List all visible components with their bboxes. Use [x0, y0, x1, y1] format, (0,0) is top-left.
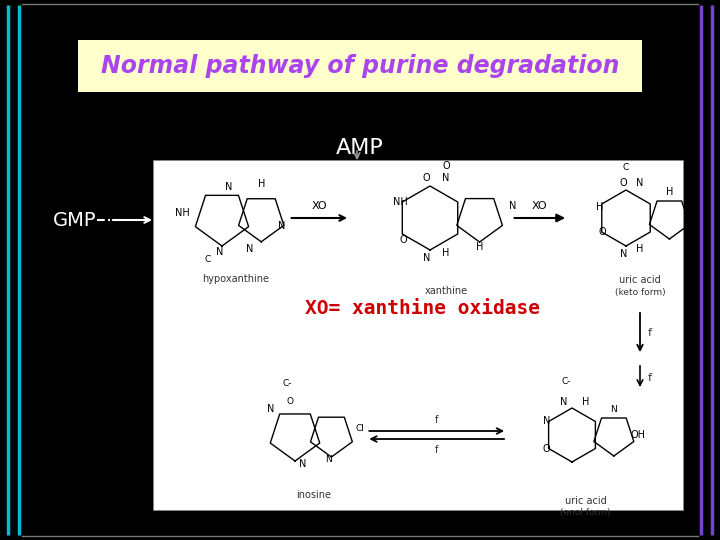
Text: N: N — [693, 219, 701, 228]
Text: O: O — [287, 397, 293, 407]
Text: N: N — [325, 456, 332, 464]
Text: GMP: GMP — [53, 211, 96, 229]
Text: O: O — [442, 161, 450, 171]
Text: f: f — [648, 328, 652, 338]
Text: N: N — [278, 221, 285, 232]
Text: N: N — [508, 201, 516, 211]
Text: H: H — [258, 179, 265, 190]
Text: N: N — [611, 404, 617, 414]
Text: C-: C- — [282, 379, 292, 388]
Text: Cl: Cl — [356, 424, 364, 433]
Text: O: O — [599, 227, 606, 237]
Text: (keto form): (keto form) — [615, 288, 665, 297]
Text: uric acid: uric acid — [619, 275, 661, 286]
Text: N: N — [442, 173, 450, 183]
Text: NH: NH — [175, 208, 190, 218]
Text: hypoxanthine: hypoxanthine — [202, 274, 269, 284]
Text: f: f — [435, 445, 438, 455]
Text: O: O — [443, 146, 449, 156]
Text: N: N — [636, 178, 644, 188]
Text: NH: NH — [393, 197, 408, 207]
Text: N: N — [299, 459, 307, 469]
Text: N: N — [543, 416, 550, 427]
Text: f: f — [648, 373, 652, 383]
Text: O: O — [543, 443, 550, 454]
Text: f: f — [435, 415, 438, 425]
Bar — [153, 160, 683, 510]
Text: H: H — [582, 397, 589, 407]
Text: N: N — [225, 182, 233, 192]
Text: N: N — [215, 247, 223, 256]
Text: O: O — [400, 235, 408, 245]
Text: uric acid: uric acid — [564, 496, 606, 506]
Text: XO: XO — [532, 201, 548, 211]
Text: H: H — [442, 248, 450, 258]
Text: H: H — [476, 242, 483, 252]
Text: N: N — [619, 249, 627, 259]
Text: XO= xanthine oxidase: XO= xanthine oxidase — [305, 299, 540, 318]
Text: N: N — [246, 244, 253, 254]
Text: xanthine: xanthine — [424, 286, 467, 295]
Bar — [78, 40, 642, 92]
Text: AMP: AMP — [336, 138, 384, 158]
Text: H: H — [666, 187, 673, 197]
Text: Normal pathway of purine degradation: Normal pathway of purine degradation — [101, 54, 619, 78]
Text: N: N — [423, 253, 431, 263]
Text: H: H — [596, 202, 603, 212]
Text: N: N — [267, 404, 274, 414]
Text: C-: C- — [562, 376, 572, 386]
Text: (enol form): (enol form) — [560, 509, 611, 517]
Text: C: C — [205, 255, 211, 265]
Text: N: N — [560, 397, 567, 407]
Text: H: H — [636, 244, 644, 254]
Text: O: O — [423, 173, 431, 183]
Text: O: O — [619, 178, 627, 188]
Text: OH: OH — [631, 430, 646, 440]
Text: C: C — [623, 163, 629, 172]
Text: inosine: inosine — [296, 490, 330, 500]
Text: XO: XO — [312, 201, 327, 211]
